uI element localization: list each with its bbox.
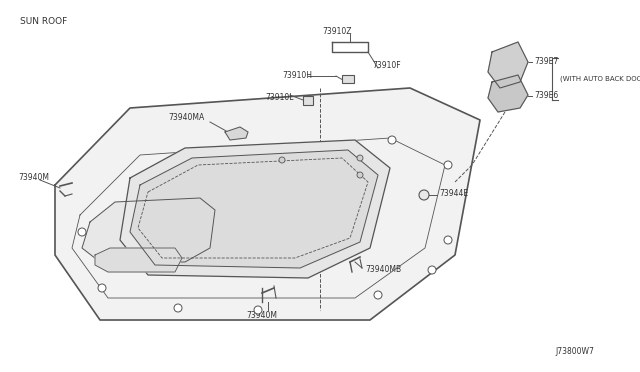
Circle shape: [428, 266, 436, 274]
Circle shape: [444, 161, 452, 169]
Polygon shape: [120, 140, 390, 278]
Circle shape: [78, 228, 86, 236]
Circle shape: [388, 136, 396, 144]
Polygon shape: [488, 42, 528, 88]
Text: (WITH AUTO BACK DOOR): (WITH AUTO BACK DOOR): [560, 76, 640, 82]
Text: 73940M: 73940M: [246, 311, 277, 321]
Text: 739E6: 739E6: [534, 92, 558, 100]
Text: 73944E: 73944E: [439, 189, 468, 199]
Polygon shape: [130, 150, 378, 268]
Polygon shape: [95, 248, 182, 272]
Text: 73910F: 73910F: [372, 61, 401, 70]
Text: J73800W7: J73800W7: [555, 347, 594, 356]
Circle shape: [254, 306, 262, 314]
Circle shape: [357, 155, 363, 161]
Circle shape: [419, 190, 429, 200]
Polygon shape: [488, 75, 528, 112]
Polygon shape: [225, 127, 248, 140]
Text: 73910L: 73910L: [265, 93, 294, 102]
Circle shape: [374, 291, 382, 299]
Text: 73910H: 73910H: [282, 71, 312, 80]
Text: 73910Z: 73910Z: [322, 28, 351, 36]
Text: 73940MA: 73940MA: [168, 113, 204, 122]
Circle shape: [444, 236, 452, 244]
FancyBboxPatch shape: [342, 75, 354, 83]
Circle shape: [98, 284, 106, 292]
FancyBboxPatch shape: [303, 96, 313, 105]
Polygon shape: [55, 88, 480, 320]
Circle shape: [279, 157, 285, 163]
Text: 73940MB: 73940MB: [365, 266, 401, 275]
Text: 739E7: 739E7: [534, 58, 558, 67]
Text: SUN ROOF: SUN ROOF: [20, 17, 67, 26]
Text: 73940M: 73940M: [18, 173, 49, 182]
Circle shape: [174, 304, 182, 312]
Circle shape: [357, 172, 363, 178]
Polygon shape: [82, 198, 215, 262]
